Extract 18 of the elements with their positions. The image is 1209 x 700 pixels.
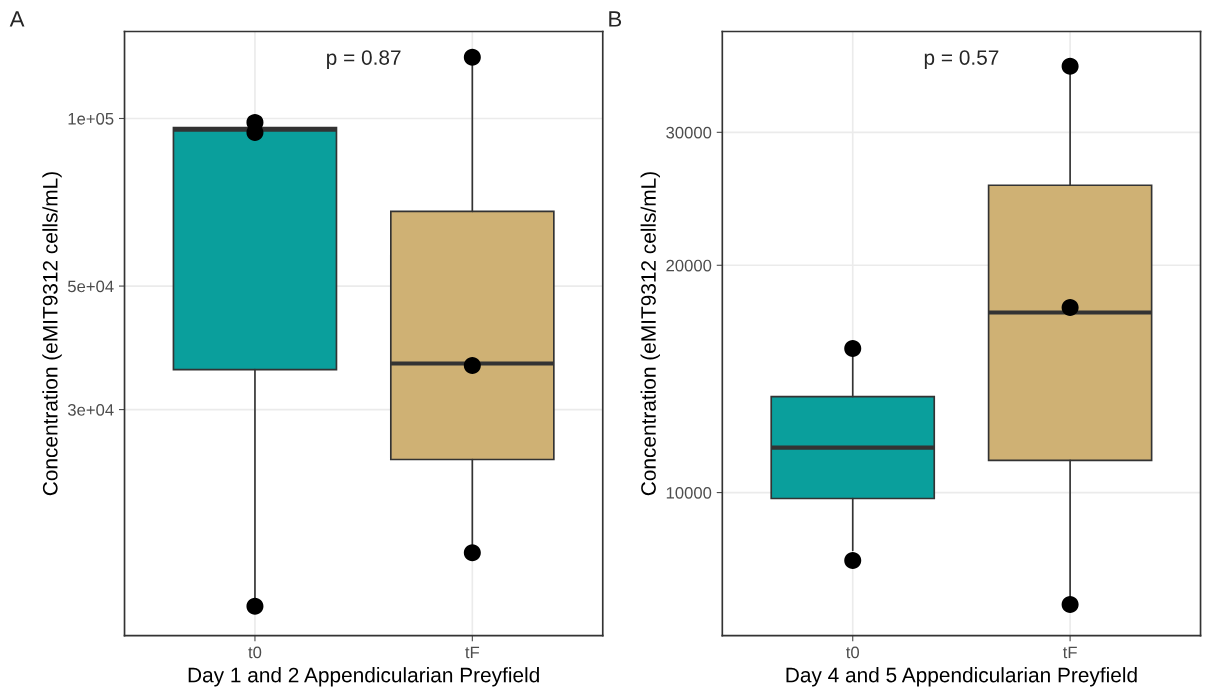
chart-title: B [609,11,622,27]
y-tick-label: 30000 [666,126,712,139]
annotation: p = 0.57 [924,50,999,70]
x-tick-label: t0 [248,646,262,659]
y-tick-label: 20000 [666,259,712,272]
x-tick-label: tF [465,646,480,659]
x-axis-title: Day 1 and 2 Appendicularian Preyfield [188,667,539,687]
chart-title: A [9,11,25,27]
y-axis-title: Concentration (eMIT9312 cells/mL) [42,172,62,496]
annotation: p = 0.87 [327,50,401,70]
y-tick-label: 1e+05 [68,112,114,125]
x-axis-title: Day 4 and 5 Appendicularian Preyfield [786,667,1137,687]
y-tick-label: 10000 [666,486,712,499]
y-tick-label: 5e+04 [67,280,114,293]
x-tick-label: t0 [846,646,860,659]
y-axis-title: Concentration (eMIT9312 cells/mL) [640,172,660,496]
y-tick-label: 3e+04 [67,403,114,416]
x-tick-label: tF [1062,646,1077,659]
